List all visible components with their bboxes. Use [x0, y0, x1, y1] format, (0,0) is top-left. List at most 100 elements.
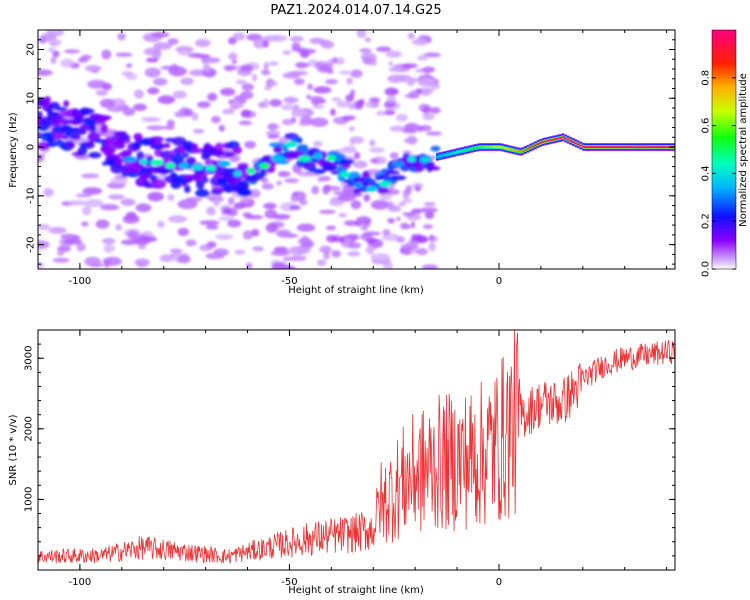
spectrogram-blob [297, 171, 311, 177]
spectrogram-blob [312, 104, 325, 109]
spectrogram-core [298, 155, 311, 162]
spectrogram-blob [136, 151, 145, 161]
spectrogram-band-cell [496, 146, 500, 148]
spectrogram-blob [385, 87, 400, 96]
spectrogram-blob [323, 184, 331, 189]
spectrogram-blob [262, 39, 269, 48]
spectrogram-band-cell [481, 146, 484, 148]
spectrogram-blob [415, 88, 423, 94]
spectrogram-band-cell [448, 153, 452, 155]
spectrogram-core [378, 181, 392, 187]
spectrogram-blob [88, 151, 102, 159]
spectrogram-blob [177, 227, 189, 237]
spectrogram-blob [415, 164, 423, 172]
spectrogram-blob [267, 134, 280, 139]
spectrogram-band-cell [443, 154, 447, 156]
spectrogram-blob [60, 233, 78, 240]
spectrogram-band-cell [524, 149, 527, 151]
spectrogram-blob [167, 215, 188, 223]
spectrogram-blob [182, 152, 190, 158]
colorbar-tick-label: 0.4 [701, 165, 712, 181]
spectrogram-blob [387, 218, 396, 224]
spectrogram-blob [175, 46, 194, 53]
spectrogram-blob [296, 223, 316, 232]
spectrogram-blob [187, 53, 204, 58]
spectrogram-blob [424, 72, 430, 79]
spectrogram-blob [240, 64, 254, 72]
colorbar-label: Normalized spectral amplitude [738, 73, 749, 227]
spectrogram-blob [349, 126, 355, 132]
spectrogram-blob [388, 61, 393, 67]
spectrogram-blob [199, 220, 220, 226]
spectrogram-blob [263, 62, 269, 70]
spectrogram-blob [423, 202, 436, 207]
spectrogram-blob [291, 109, 307, 118]
spectrogram-blob [122, 134, 131, 140]
colorbar-tick-label: 0.0 [701, 261, 712, 277]
spectrogram-blob [389, 152, 399, 159]
spectrogram-blob [261, 69, 271, 76]
spectrogram-blob [292, 191, 298, 197]
spectrogram-blob [396, 236, 405, 243]
spectrogram-blob [219, 87, 236, 96]
spectrogram-blob [306, 94, 312, 100]
spectrogram-band-cell [486, 146, 489, 148]
spectrogram-band-cell [451, 152, 454, 155]
spectrogram-blob [227, 219, 242, 228]
spectrogram-blob [206, 241, 217, 248]
spectrogram-blob [232, 32, 246, 41]
spectrogram-blob [95, 89, 108, 96]
spectrogram-blob [46, 142, 57, 148]
spectrogram-band-cell [594, 146, 598, 148]
spectrogram-band-cell [488, 146, 492, 148]
spectrogram-blob [81, 173, 100, 179]
spectrogram-blob [319, 245, 332, 254]
spectrogram-blob [85, 140, 94, 147]
spectrogram-blob [166, 119, 175, 127]
spectrogram-blob [228, 52, 238, 61]
spectrogram-blob [270, 250, 290, 256]
spectrogram-core [365, 185, 378, 192]
spectrogram-blob [240, 109, 252, 117]
spectrogram-blob [318, 209, 336, 214]
spectrogram-blob [206, 224, 219, 230]
spectrogram-blob [277, 171, 291, 178]
spectrogram-blob [370, 253, 391, 262]
spectrogram-blob [326, 234, 337, 243]
spectrogram-blob [284, 178, 299, 184]
spectrogram-blob [422, 113, 435, 121]
spectrogram-band-cell [566, 138, 570, 141]
spectrogram-band-cell [632, 146, 635, 148]
spectrogram-blob [425, 131, 443, 136]
spectrogram-blob [330, 108, 336, 116]
spectrogram-blob [342, 184, 356, 195]
spectrogram-blob [214, 148, 224, 157]
spectrogram-blob [325, 79, 338, 85]
spectrogram-blob [202, 63, 211, 73]
spectrogram-core [246, 167, 256, 174]
spectrogram-frame [37, 29, 676, 270]
spectrogram-blob [245, 262, 253, 269]
spectrogram-blob [368, 58, 377, 66]
spectrogram-blob [327, 58, 335, 67]
spectrogram-blob [233, 202, 246, 210]
figure-title: PAZ1.2024.014.07.14.G25 [270, 3, 441, 18]
spectrogram-blob [227, 37, 237, 45]
spectrogram-blob [57, 250, 65, 256]
spectrogram-band-cell [504, 147, 507, 150]
spectrogram-blob [241, 83, 254, 91]
spectrogram-blob [376, 110, 386, 116]
spectrogram-blob [201, 177, 209, 184]
spectrogram-band-cell [639, 146, 643, 148]
spectrogram-blob [238, 120, 253, 126]
spectrogram-blob [268, 80, 278, 87]
spectrogram-band-cell [644, 146, 648, 148]
spectrogram-blob [421, 90, 431, 97]
spectrogram-blob [120, 198, 136, 206]
spectrogram-band-cell [649, 146, 653, 148]
spectrogram-band-cell [468, 148, 472, 151]
spectrogram-blob [296, 144, 309, 152]
spectrogram-core [270, 155, 285, 162]
spectrogram-blob [400, 243, 415, 249]
